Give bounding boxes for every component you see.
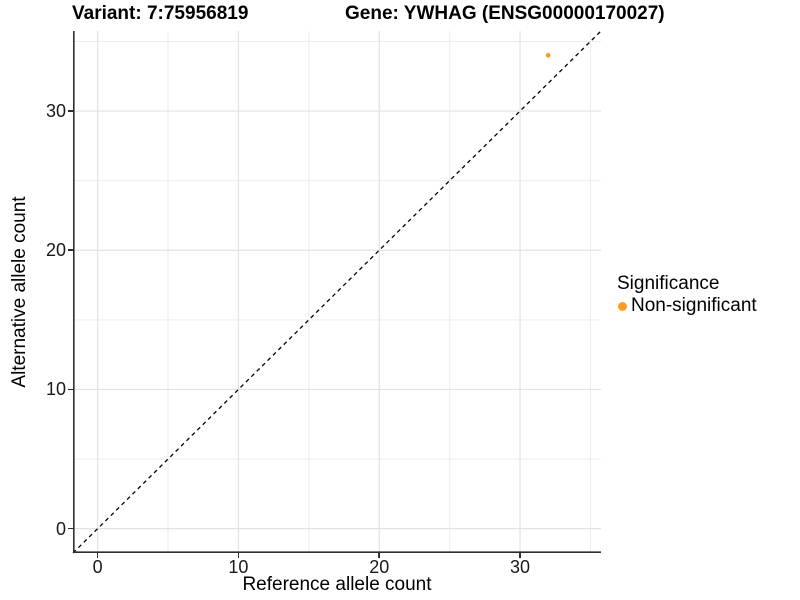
x-axis-title: Reference allele count [242,574,432,595]
x-tick-label: 20 [369,557,390,577]
identity-reference-line [72,30,602,554]
y-tick-label: 0 [55,518,66,539]
y-tick-label: 20 [45,240,66,261]
legend-item: Non-significant [616,295,757,317]
x-tick-mark [519,553,521,558]
legend-point-icon [618,301,627,311]
y-tick-label: 30 [45,101,66,122]
y-tick-mark [68,110,73,112]
plot-panel [72,30,602,554]
plot-title-gene: Gene: YWHAG (ENSG00000170027) [345,3,665,24]
x-tick-mark [96,553,99,558]
y-tick-mark [68,388,73,391]
y-tick-label: 10 [45,379,66,400]
x-tick-label: 0 [92,557,103,577]
legend: Significance Non-significant [616,272,757,317]
plot-title-variant: Variant: 7:75956819 [72,3,249,24]
x-tick-label: 10 [228,557,249,577]
y-axis-title: Alternative allele count [9,196,30,388]
x-tick-label: 30 [510,557,531,577]
x-tick-mark [378,553,380,558]
legend-items: Non-significant [616,295,757,317]
legend-title: Significance [617,273,720,294]
data-point [545,52,551,58]
y-tick-mark [68,249,73,251]
panel-canvas [72,30,602,554]
legend-item-label: Non-significant [631,295,757,316]
y-tick-mark [68,527,73,530]
x-tick-mark [237,553,240,558]
